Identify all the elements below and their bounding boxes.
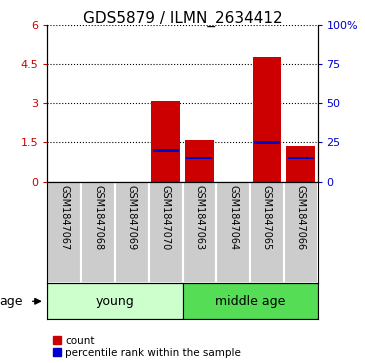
Bar: [187, 157, 212, 159]
Text: GSM1847067: GSM1847067: [59, 184, 69, 250]
Bar: [182, 182, 216, 283]
Bar: [149, 182, 182, 283]
Text: GSM1847068: GSM1847068: [93, 184, 103, 250]
Bar: [288, 157, 314, 159]
Text: GSM1847063: GSM1847063: [195, 184, 204, 250]
Bar: [185, 140, 214, 182]
Bar: [250, 182, 284, 283]
Bar: [47, 182, 81, 283]
Bar: [115, 182, 149, 283]
Bar: [182, 283, 318, 319]
Text: GSM1847070: GSM1847070: [161, 184, 170, 250]
Text: young: young: [96, 295, 134, 308]
Bar: [284, 182, 318, 283]
Bar: [286, 146, 315, 182]
Legend: count, percentile rank within the sample: count, percentile rank within the sample: [53, 336, 241, 358]
Bar: [81, 182, 115, 283]
Text: age: age: [0, 295, 23, 308]
Bar: [253, 57, 281, 182]
Text: middle age: middle age: [215, 295, 285, 308]
Text: GSM1847066: GSM1847066: [296, 184, 306, 250]
Text: GDS5879 / ILMN_2634412: GDS5879 / ILMN_2634412: [83, 11, 282, 27]
Bar: [216, 182, 250, 283]
Bar: [47, 283, 182, 319]
Bar: [254, 141, 280, 144]
Bar: [151, 101, 180, 182]
Text: GSM1847064: GSM1847064: [228, 184, 238, 250]
Bar: [153, 149, 178, 152]
Text: GSM1847069: GSM1847069: [127, 184, 137, 250]
Text: GSM1847065: GSM1847065: [262, 184, 272, 250]
